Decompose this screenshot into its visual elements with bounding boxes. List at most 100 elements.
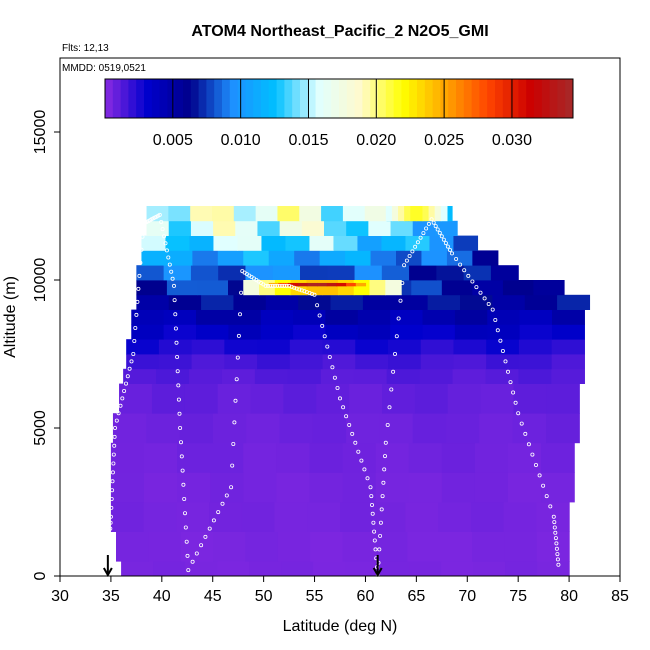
- flight-track-point: [394, 334, 399, 339]
- flight-track-point: [111, 452, 116, 457]
- colorbar-swatch: [432, 79, 441, 118]
- flight-track-point: [233, 398, 238, 403]
- heatmap-cell: [110, 442, 145, 473]
- flight-track-point: [330, 365, 335, 370]
- heatmap-cell: [289, 354, 324, 370]
- flight-track-point: [129, 359, 134, 364]
- heatmap-cell: [388, 339, 422, 355]
- heatmap-cell: [116, 531, 149, 562]
- heatmap-cell: [454, 309, 488, 325]
- heatmap-cell: [191, 339, 225, 355]
- flight-track-point: [431, 220, 436, 225]
- flight-track-point: [325, 344, 330, 349]
- heatmap-feature-cell: [416, 206, 424, 222]
- heatmap-feature-cell: [307, 282, 318, 287]
- flight-track-point: [236, 333, 241, 338]
- heatmap-cell: [190, 206, 213, 222]
- heatmap-cell: [307, 502, 341, 532]
- flight-track-point: [284, 283, 289, 288]
- flight-track-point: [387, 405, 392, 410]
- x-axis-label: Latitude (deg N): [283, 618, 398, 635]
- heatmap-cell: [255, 206, 279, 222]
- flight-track-point: [341, 405, 346, 410]
- heatmap-cell: [322, 354, 356, 370]
- flight-track-point: [426, 221, 431, 226]
- heatmap-cell: [233, 294, 267, 310]
- heatmap-cell: [541, 442, 575, 473]
- arrow-head: [372, 567, 383, 578]
- heatmap-cell: [355, 354, 389, 370]
- heatmap-cell: [249, 561, 282, 576]
- flight-track-point: [396, 316, 401, 321]
- colorbar-swatch: [261, 79, 270, 118]
- flight-track-point: [369, 502, 374, 507]
- heatmap-cell: [277, 206, 300, 222]
- flight-track-point: [322, 334, 327, 339]
- heatmap-cell: [472, 280, 504, 296]
- flight-track-point: [163, 241, 168, 246]
- flight-track-point: [268, 283, 273, 288]
- heatmap-cell: [110, 472, 145, 503]
- heatmap-feature-cell: [355, 282, 367, 287]
- heatmap-cell: [119, 383, 153, 414]
- heatmap-cell: [364, 206, 388, 222]
- heatmap-cell: [355, 339, 389, 355]
- flight-track-point: [184, 539, 189, 544]
- heatmap-cell: [197, 280, 229, 296]
- flight-track-point: [353, 440, 358, 445]
- heatmap-feature-cell: [434, 206, 442, 222]
- colorbar-swatch: [565, 79, 574, 118]
- colorbar-swatch: [229, 79, 239, 118]
- flight-track-point: [169, 269, 174, 274]
- colorbar-swatch: [237, 79, 246, 118]
- colorbar-swatch: [253, 79, 262, 118]
- flight-track-point: [116, 411, 121, 416]
- heatmap-cell: [285, 235, 311, 251]
- x-axis: 30 35 40 45 50 55 60 65 70 75 80 85: [51, 576, 629, 605]
- heatmap-cell: [472, 250, 499, 266]
- heatmap-cell: [298, 294, 332, 310]
- flight-track-point: [418, 235, 423, 240]
- heatmap-cell: [190, 220, 214, 236]
- heatmap-cell: [158, 354, 193, 370]
- heatmap-cell: [420, 339, 455, 355]
- colorbar-swatch: [183, 79, 192, 118]
- flight-track-point: [160, 227, 165, 232]
- heatmap-feature-cell: [391, 206, 399, 222]
- colorbar-swatch: [167, 79, 176, 118]
- heatmap-cell: [487, 309, 521, 325]
- flight-track-point: [413, 244, 418, 249]
- heatmap-cell: [370, 250, 397, 266]
- heatmap-cell: [310, 531, 344, 562]
- heatmap-cell: [268, 250, 295, 266]
- heatmap-cell: [463, 265, 492, 281]
- flight-track-point: [122, 388, 127, 393]
- flight-track-point: [120, 396, 125, 401]
- x-tick-label: 35: [102, 588, 120, 605]
- flight-track-point: [373, 547, 378, 552]
- flight-track-point: [177, 411, 182, 416]
- flight-track-point: [362, 467, 367, 472]
- heatmap-cell: [420, 354, 455, 370]
- flight-track-point: [421, 231, 426, 236]
- heatmap-cell: [519, 309, 553, 325]
- colorbar-swatch: [323, 79, 332, 118]
- heatmap-cell: [460, 294, 493, 310]
- flight-track-point: [404, 258, 409, 263]
- heatmap-feature-cell: [353, 280, 371, 296]
- heatmap-cell: [189, 235, 215, 251]
- heatmap-cell: [505, 561, 538, 576]
- heatmap-cell: [504, 531, 538, 562]
- flight-track-point: [138, 260, 143, 265]
- heatmap-cell: [409, 265, 437, 281]
- flight-track-point: [365, 476, 370, 481]
- heatmap-cell: [126, 354, 160, 370]
- flight-track-point: [315, 303, 320, 308]
- heatmap-cell: [345, 561, 378, 576]
- colorbar-swatch: [276, 79, 285, 118]
- flight-track-point: [239, 290, 244, 295]
- colorbar-swatch: [346, 79, 356, 118]
- heatmap-cell: [357, 235, 383, 251]
- flight-track-point: [194, 551, 199, 556]
- flight-track-point: [131, 351, 136, 356]
